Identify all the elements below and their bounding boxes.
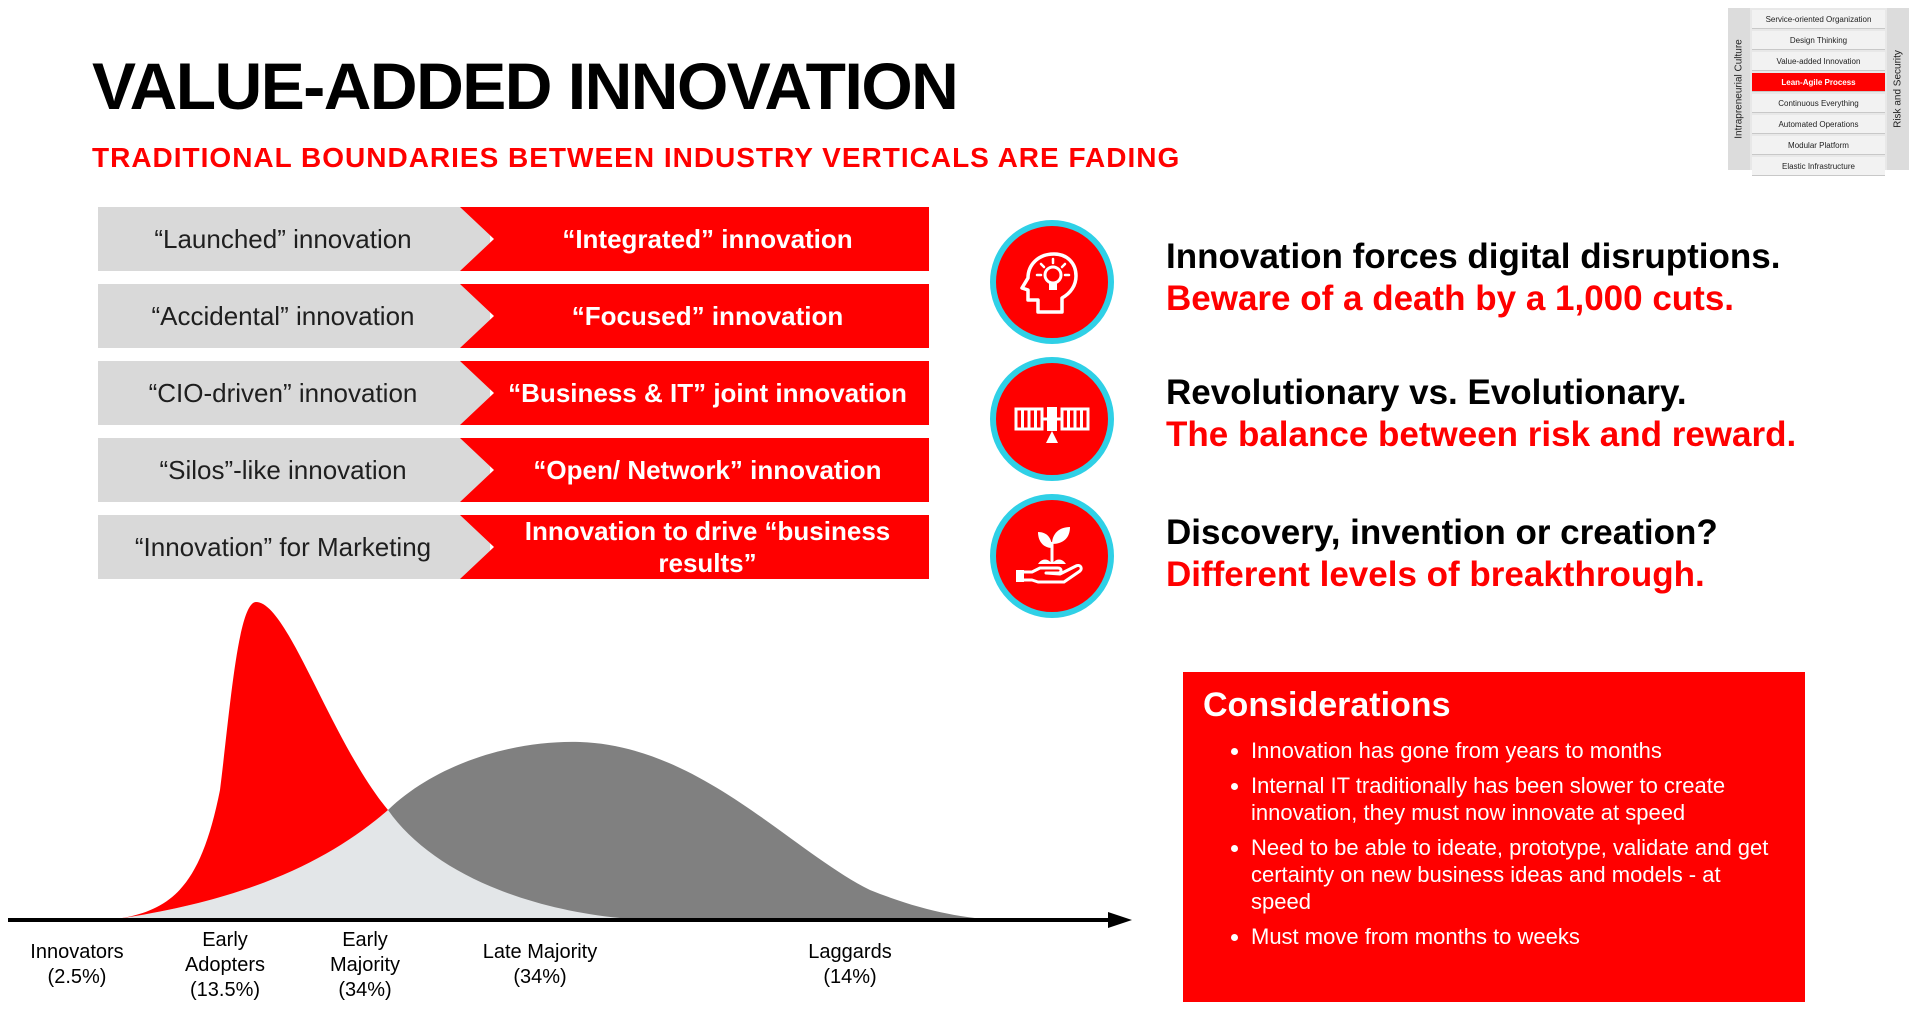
category-early-adopters: Early Adopters (13.5%) (184, 929, 266, 1001)
list-item: Need to be able to ideate, prototype, va… (1251, 834, 1785, 915)
category-laggards: Laggards (14%) (808, 941, 892, 988)
mini-nav-item[interactable]: Value-added Innovation (1752, 52, 1885, 71)
considerations-list: Innovation has gone from years to months… (1203, 737, 1785, 950)
considerations-title: Considerations (1203, 686, 1451, 724)
mini-navigation-stack: Intrapreneurial Culture Service-oriented… (1728, 8, 1909, 176)
mini-nav-item-active[interactable]: Lean-Agile Process (1752, 73, 1885, 92)
mini-nav-item[interactable]: Automated Operations (1752, 115, 1885, 134)
message-subline: The balance between risk and reward. (1166, 415, 1797, 454)
satellite-icon (990, 357, 1114, 481)
risk-side-label: Risk and Security (1887, 8, 1909, 170)
early-adopters-curve (110, 602, 388, 920)
message-headline: Discovery, invention or creation? (1166, 513, 1718, 552)
majority-curve-dark (388, 741, 1000, 920)
message-subline: Different levels of breakthrough. (1166, 555, 1705, 594)
culture-side-label: Intrapreneurial Culture (1728, 8, 1750, 170)
new-innovation-arrow: “Focused” innovation (460, 284, 929, 348)
message-headline: Innovation forces digital disruptions. (1166, 237, 1781, 276)
new-innovation-arrow: “Integrated” innovation (460, 207, 929, 271)
new-innovation-arrow: Innovation to drive “business results” (460, 515, 929, 579)
sprout-hand-icon (990, 494, 1114, 618)
majority-curve-light (110, 810, 1000, 920)
mini-nav-item[interactable]: Design Thinking (1752, 31, 1885, 50)
category-innovators: Innovators (2.5%) (30, 941, 124, 988)
idea-head-icon (990, 220, 1114, 344)
old-innovation-box: “Accidental” innovation (98, 284, 490, 348)
mini-nav-item[interactable]: Continuous Everything (1752, 94, 1885, 113)
new-innovation-arrow: “Open/ Network” innovation (460, 438, 929, 502)
page-title: VALUE-ADDED INNOVATION (92, 49, 959, 123)
timeline-arrowhead (1108, 912, 1132, 928)
adoption-curve-chart (8, 602, 1132, 928)
comparison-row: “Accidental” innovation “Focused” innova… (98, 284, 929, 348)
new-innovation-arrow: “Business & IT” joint innovation (460, 361, 929, 425)
old-innovation-box: “CIO-driven” innovation (98, 361, 490, 425)
mini-nav-item[interactable]: Elastic Infrastructure (1752, 157, 1885, 176)
message-block: Discovery, invention or creation? Differ… (1166, 512, 1718, 596)
category-early-majority: Early Majority (34%) (329, 929, 400, 1001)
message-subline: Beware of a death by a 1,000 cuts. (1166, 279, 1735, 318)
message-headline: Revolutionary vs. Evolutionary. (1166, 373, 1687, 412)
old-innovation-box: “Silos”-like innovation (98, 438, 490, 502)
category-late-majority: Late Majority (34%) (482, 941, 598, 988)
message-block: Revolutionary vs. Evolutionary. The bala… (1166, 372, 1796, 456)
list-item: Innovation has gone from years to months (1251, 737, 1785, 764)
comparison-row: “Innovation” for Marketing Innovation to… (98, 515, 929, 579)
message-block: Innovation forces digital disruptions. B… (1166, 236, 1780, 320)
list-item: Internal IT traditionally has been slowe… (1251, 772, 1785, 826)
old-innovation-box: “Innovation” for Marketing (98, 515, 490, 579)
comparison-row: “Launched” innovation “Integrated” innov… (98, 207, 929, 271)
page-subtitle: TRADITIONAL BOUNDARIES BETWEEN INDUSTRY … (92, 142, 1181, 173)
list-item: Must move from months to weeks (1251, 923, 1785, 950)
comparison-row: “Silos”-like innovation “Open/ Network” … (98, 438, 929, 502)
mini-nav-item[interactable]: Service-oriented Organization (1752, 10, 1885, 29)
mini-nav-item[interactable]: Modular Platform (1752, 136, 1885, 155)
considerations-box: Considerations Innovation has gone from … (1183, 672, 1805, 1002)
comparison-row: “CIO-driven” innovation “Business & IT” … (98, 361, 929, 425)
old-innovation-box: “Launched” innovation (98, 207, 490, 271)
